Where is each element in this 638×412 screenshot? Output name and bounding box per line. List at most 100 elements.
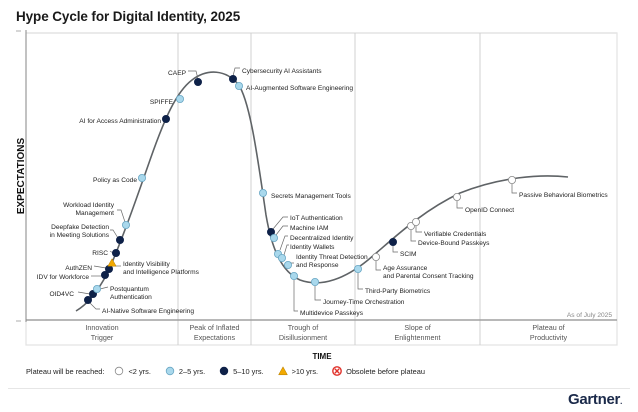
label-openid-connect: OpenID Connect — [465, 207, 514, 214]
leader-line-workload-identity-management — [117, 209, 126, 223]
label-iot-authentication: IoT Authentication — [290, 215, 343, 222]
point-ai-augmented-software-engineering[interactable] — [234, 82, 243, 91]
label-age-assurance-and-parental-consent-tracking: Age Assurance and Parental Consent Tracki… — [383, 265, 474, 280]
label-caep: CAEP — [168, 70, 187, 77]
label-ai-augmented-software-engineering: AI-Augmented Software Engineering — [246, 85, 353, 92]
legend-marker-5to10-icon — [219, 366, 229, 376]
label-line: in Meeting Solutions — [50, 232, 110, 239]
leader-line-age-assurance-and-parental-consent-tracking — [375, 261, 381, 271]
label-line: Management — [76, 210, 115, 217]
label-identity-wallets: Identity Wallets — [290, 244, 335, 251]
label-line: Deepfake Detection — [51, 224, 109, 231]
leader-line-multidevice-passkeys — [293, 280, 298, 312]
label-line: Age Assurance — [383, 265, 428, 272]
label-decentralized-identity: Decentralized Identity — [290, 235, 354, 242]
point-postquantum-authentication[interactable] — [93, 284, 102, 293]
label-passive-behavioral-biometrics: Passive Behavioral Biometrics — [519, 192, 608, 199]
label-scim: SCIM — [400, 251, 416, 258]
point-age-assurance-and-parental-consent-tracking[interactable] — [371, 252, 380, 261]
leader-line-scim — [392, 246, 398, 253]
phase-label: Slope of — [404, 323, 430, 332]
point-deepfake-detection-in-meeting-solutions[interactable] — [116, 235, 125, 244]
point-secrets-management-tools[interactable] — [258, 188, 267, 197]
label-line: Postquantum — [110, 286, 149, 293]
point-cybersecurity-ai-assistants[interactable] — [228, 75, 237, 84]
phase-label: Expectations — [194, 333, 236, 342]
plot-border — [25, 32, 618, 346]
label-line: and Intelligence Platforms — [123, 269, 200, 276]
point-machine-iam[interactable] — [269, 233, 278, 242]
point-identity-threat-detection-and-response[interactable] — [283, 260, 292, 269]
label-machine-iam: Machine IAM — [290, 225, 328, 232]
legend-label: >10 yrs. — [291, 366, 319, 376]
phase-label: Plateau of — [532, 323, 564, 332]
point-risc[interactable] — [112, 248, 121, 257]
data-points — [84, 75, 516, 304]
leader-line-postquantum-authentication — [99, 286, 109, 290]
point-policy-as-code[interactable] — [137, 173, 146, 182]
label-journey-time-orchestration: Journey-Time Orchestration — [323, 299, 405, 306]
point-idv-for-workforce[interactable] — [101, 270, 110, 279]
point-third-party-biometrics[interactable] — [353, 264, 362, 273]
leader-line-ai-native-software-engineering — [89, 302, 100, 310]
point-passive-behavioral-biometrics[interactable] — [507, 175, 516, 184]
leader-line-authzen — [93, 265, 107, 269]
legend-lead: Plateau will be reached: — [26, 366, 105, 376]
leader-line-iot-authentication — [272, 216, 288, 230]
label-oid4vc: OID4VC — [49, 291, 74, 298]
point-identity-wallets[interactable] — [277, 253, 286, 262]
legend-marker-gt10-icon — [277, 366, 288, 376]
point-openid-connect[interactable] — [452, 192, 461, 201]
label-secrets-management-tools: Secrets Management Tools — [271, 193, 351, 200]
phase-label: Trough of — [288, 323, 319, 332]
point-ai-native-software-engineering[interactable] — [84, 295, 93, 304]
label-postquantum-authentication: Postquantum Authentication — [110, 286, 152, 301]
legend-label: <2 yrs. — [128, 366, 151, 376]
point-spiffe[interactable] — [175, 95, 184, 104]
leader-line-oid4vc — [77, 291, 91, 295]
legend-item-obsolete: Obsolete before plateau — [332, 366, 425, 376]
leader-line-journey-time-orchestration — [314, 286, 321, 301]
legend-marker-obsolete-icon — [332, 366, 342, 376]
leader-line-decentralized-identity — [279, 235, 288, 251]
label-multidevice-passkeys: Multidevice Passkeys — [300, 310, 364, 317]
phase-label: Peak of Inflated — [190, 323, 240, 332]
legend-label: Obsolete before plateau — [346, 366, 425, 376]
point-multidevice-passkeys[interactable] — [289, 271, 298, 280]
label-line: Workload Identity — [63, 202, 115, 209]
leader-lines — [77, 67, 517, 312]
phase-label: Disillusionment — [279, 333, 327, 342]
legend-item-2to5: 2–5 yrs. — [165, 366, 205, 376]
x-axis-title: TIME — [312, 352, 332, 361]
leader-line-device-bound-passkeys — [410, 230, 416, 242]
label-ai-for-access-administration: AI for Access Administration — [79, 118, 161, 125]
label-line: Identity Threat Detection — [296, 254, 368, 261]
label-workload-identity-management: Workload Identity Management — [63, 202, 115, 217]
label-deepfake-detection-in-meeting-solutions: Deepfake Detection in Meeting Solutions — [50, 224, 110, 239]
point-workload-identity-management[interactable] — [122, 220, 131, 229]
legend-label: 5–10 yrs. — [233, 366, 264, 376]
point-verifiable-credentials[interactable] — [411, 217, 420, 226]
point-authzen[interactable] — [105, 264, 114, 273]
label-spiffe: SPIFFE — [150, 99, 174, 106]
label-identity-threat-detection-and-response: Identity Threat Detection and Response — [296, 254, 368, 269]
leader-line-deepfake-detection-in-meeting-solutions — [110, 229, 119, 239]
gartner-logo: Gartner. — [568, 391, 622, 408]
label-idv-for-workforce: IDV for Workforce — [37, 274, 90, 281]
point-identity-visibility-and-intelligence-platforms[interactable] — [107, 258, 117, 267]
label-ai-native-software-engineering: AI-Native Software Engineering — [102, 308, 194, 315]
point-caep[interactable] — [193, 78, 202, 87]
label-identity-visibility-and-intelligence-platforms: Identity Visibility and Intelligence Plat… — [123, 261, 200, 276]
hype-curve — [75, 71, 569, 312]
label-device-bound-passkeys: Device-Bound Passkeys — [418, 240, 490, 247]
label-third-party-biometrics: Third-Party Biometrics — [365, 288, 431, 295]
label-verifiable-credentials: Verifiable Credentials — [424, 231, 487, 238]
leader-line-passive-behavioral-biometrics — [511, 184, 517, 194]
point-ai-for-access-administration[interactable] — [161, 115, 170, 124]
leader-line-identity-wallets — [283, 244, 289, 256]
point-journey-time-orchestration[interactable] — [310, 277, 319, 286]
point-scim[interactable] — [388, 237, 397, 246]
as-of-date: As of July 2025 — [567, 312, 612, 319]
